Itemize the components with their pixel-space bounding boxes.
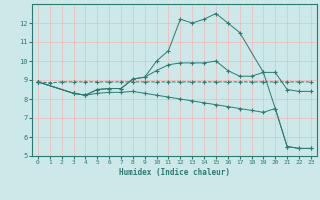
X-axis label: Humidex (Indice chaleur): Humidex (Indice chaleur)	[119, 168, 230, 177]
